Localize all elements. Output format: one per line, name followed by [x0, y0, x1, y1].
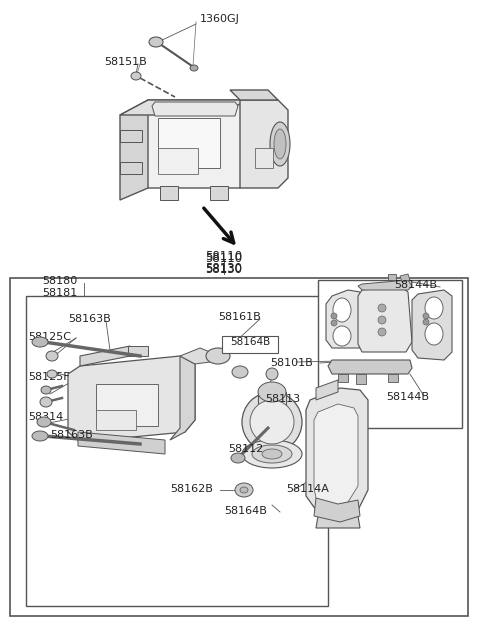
Text: 58164B: 58164B — [230, 337, 270, 347]
Text: 58180: 58180 — [42, 276, 77, 286]
Ellipse shape — [47, 370, 57, 378]
Text: 58163B: 58163B — [68, 314, 111, 324]
Ellipse shape — [250, 400, 294, 444]
Text: 58110: 58110 — [205, 250, 242, 263]
Bar — [158, 148, 198, 174]
Polygon shape — [68, 356, 195, 442]
Ellipse shape — [425, 297, 443, 319]
Text: 58144B: 58144B — [394, 280, 437, 290]
Polygon shape — [358, 280, 412, 290]
Text: 58125C: 58125C — [28, 332, 71, 342]
Ellipse shape — [266, 368, 278, 380]
Polygon shape — [328, 360, 412, 374]
Ellipse shape — [378, 304, 386, 312]
Ellipse shape — [190, 65, 198, 71]
Bar — [96, 384, 158, 426]
Ellipse shape — [240, 487, 248, 493]
Text: 58112: 58112 — [228, 444, 263, 454]
Ellipse shape — [258, 382, 286, 402]
Polygon shape — [306, 388, 368, 520]
Ellipse shape — [41, 386, 51, 394]
Bar — [120, 130, 142, 142]
Text: 58181: 58181 — [42, 288, 77, 298]
Ellipse shape — [242, 440, 302, 468]
Polygon shape — [120, 100, 148, 200]
Ellipse shape — [32, 431, 48, 441]
Polygon shape — [316, 516, 360, 528]
Text: 58113: 58113 — [265, 394, 300, 404]
Ellipse shape — [274, 129, 286, 159]
Ellipse shape — [231, 453, 245, 463]
Ellipse shape — [423, 313, 429, 319]
Text: 58125F: 58125F — [28, 372, 70, 382]
Bar — [258, 392, 286, 424]
Ellipse shape — [333, 298, 351, 322]
Polygon shape — [210, 186, 228, 200]
Text: 58114A: 58114A — [286, 484, 329, 494]
Polygon shape — [78, 432, 165, 454]
Ellipse shape — [378, 328, 386, 336]
Bar — [10, 278, 468, 616]
Ellipse shape — [149, 37, 163, 47]
Polygon shape — [140, 100, 248, 188]
Ellipse shape — [40, 397, 52, 407]
Polygon shape — [128, 346, 148, 356]
Polygon shape — [240, 100, 288, 188]
Text: 58130: 58130 — [205, 263, 242, 276]
Text: 58144B: 58144B — [386, 392, 429, 402]
Text: 58162B: 58162B — [170, 484, 213, 494]
Text: 58130: 58130 — [205, 262, 242, 275]
Ellipse shape — [331, 320, 337, 326]
Text: 58314: 58314 — [28, 412, 63, 422]
Polygon shape — [160, 186, 178, 200]
Polygon shape — [358, 286, 412, 352]
Ellipse shape — [262, 449, 282, 459]
Polygon shape — [326, 290, 362, 348]
Text: 1360GJ: 1360GJ — [200, 14, 240, 24]
Polygon shape — [120, 100, 248, 115]
Text: 58110: 58110 — [205, 252, 242, 265]
Text: 58161B: 58161B — [218, 312, 261, 322]
Polygon shape — [400, 274, 410, 282]
Text: 58151B: 58151B — [104, 57, 147, 67]
Ellipse shape — [235, 483, 253, 497]
Bar — [96, 410, 136, 430]
Bar — [318, 280, 462, 428]
Polygon shape — [314, 404, 358, 508]
Polygon shape — [180, 348, 210, 364]
Polygon shape — [152, 102, 238, 116]
Ellipse shape — [378, 316, 386, 324]
Text: 58164B: 58164B — [224, 506, 267, 516]
Polygon shape — [388, 274, 396, 280]
Bar — [120, 162, 142, 174]
Ellipse shape — [270, 122, 290, 166]
Ellipse shape — [333, 326, 351, 346]
Polygon shape — [356, 374, 366, 384]
Ellipse shape — [232, 366, 248, 378]
Ellipse shape — [131, 72, 141, 80]
Ellipse shape — [331, 313, 337, 319]
Polygon shape — [316, 380, 338, 400]
Bar — [255, 148, 273, 168]
Text: 58101B: 58101B — [270, 358, 313, 368]
Ellipse shape — [37, 417, 51, 427]
Polygon shape — [412, 290, 452, 360]
Bar — [222, 336, 278, 353]
Ellipse shape — [252, 445, 292, 463]
Polygon shape — [80, 346, 130, 366]
Ellipse shape — [242, 392, 302, 452]
Ellipse shape — [425, 323, 443, 345]
Polygon shape — [170, 356, 195, 440]
Bar — [26, 296, 328, 606]
Polygon shape — [314, 498, 360, 522]
Bar — [158, 118, 220, 168]
Ellipse shape — [206, 348, 230, 364]
Polygon shape — [388, 374, 398, 382]
Polygon shape — [230, 90, 278, 100]
Ellipse shape — [32, 337, 48, 347]
Ellipse shape — [423, 319, 429, 325]
Polygon shape — [338, 374, 348, 382]
Text: 58163B: 58163B — [50, 430, 93, 440]
Ellipse shape — [46, 351, 58, 361]
